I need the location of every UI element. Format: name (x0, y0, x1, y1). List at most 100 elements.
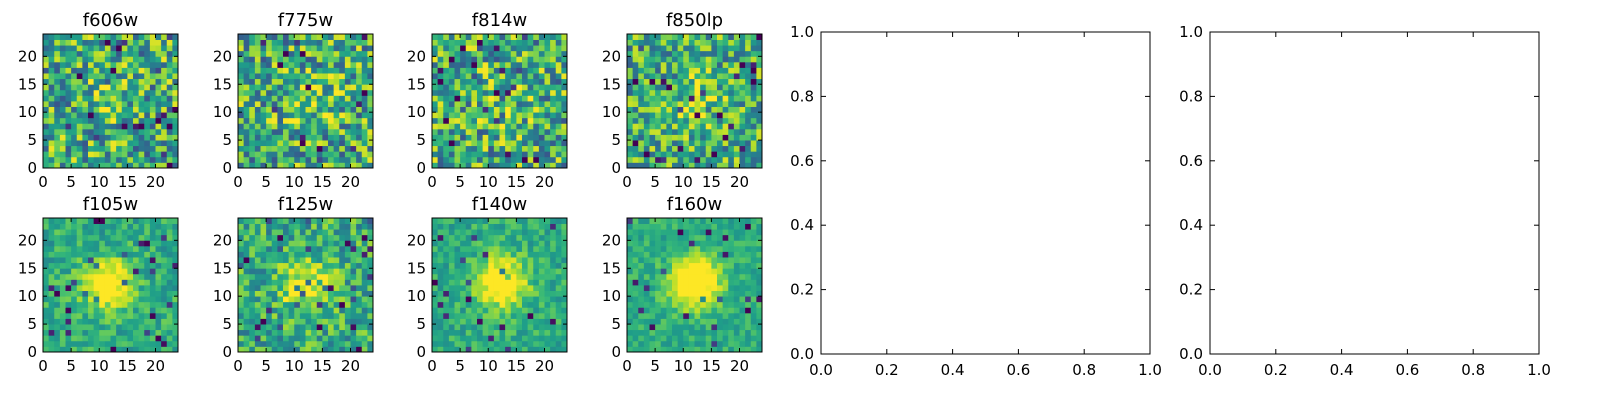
heatmap-cell (493, 245, 500, 252)
x-tick-label: 20 (341, 173, 360, 191)
heatmap-cell (138, 101, 145, 107)
heatmap-cell (728, 95, 735, 102)
heatmap-cell (728, 61, 735, 68)
heatmap-cell (121, 340, 128, 347)
heatmap-cell (133, 156, 140, 163)
heatmap-cell (643, 296, 650, 303)
heatmap-cell (305, 312, 312, 319)
heatmap-cell (683, 301, 690, 308)
heatmap-cell (127, 279, 134, 286)
heatmap-cell (127, 95, 134, 102)
heatmap-cell (666, 318, 673, 325)
heatmap-cell (76, 67, 83, 74)
heatmap-cell (116, 251, 123, 258)
heatmap-cell (288, 251, 295, 258)
heatmap-cell (700, 273, 707, 280)
heatmap-cell (745, 73, 752, 80)
heatmap-cell (260, 145, 267, 152)
heatmap-cell (127, 50, 134, 57)
heatmap-cell (432, 262, 439, 269)
heatmap-cell (660, 50, 667, 57)
heatmap-cell (260, 240, 267, 247)
heatmap-cell (104, 117, 111, 124)
panel-title: f125w (278, 194, 333, 215)
heatmap-cell (432, 145, 439, 152)
heatmap-cell (339, 318, 346, 325)
heatmap-cell (544, 61, 551, 68)
heatmap-cell (121, 145, 128, 152)
heatmap-cell (254, 128, 261, 135)
heatmap-cell (71, 318, 78, 325)
heatmap-cell (93, 229, 100, 236)
heatmap-cell (643, 245, 650, 252)
heatmap-cell (277, 112, 284, 119)
heatmap-cell (454, 257, 461, 264)
y-tick-label: 20 (213, 231, 232, 249)
heatmap-cell (638, 285, 645, 291)
heatmap-cell (249, 123, 256, 130)
heatmap-cell (550, 151, 557, 158)
heatmap-cell (59, 346, 66, 353)
heatmap-cell (555, 34, 562, 40)
heatmap-cell (71, 245, 78, 252)
heatmap-cell (322, 312, 329, 319)
heatmap-cell (138, 312, 145, 319)
heatmap-cell (728, 39, 735, 46)
heatmap-cell (350, 301, 357, 308)
heatmap-cell (311, 296, 318, 303)
heatmap-cell (555, 296, 562, 303)
heatmap-cell (266, 340, 273, 347)
heatmap-cell (238, 285, 245, 291)
heatmap-cell (277, 335, 284, 342)
heatmap-cell (133, 346, 140, 353)
heatmap-cell (745, 34, 752, 40)
heatmap-cell (367, 67, 374, 74)
heatmap-cell (705, 296, 712, 303)
heatmap-cell (344, 257, 351, 264)
heatmap-cell (711, 95, 718, 102)
heatmap-cell (88, 329, 95, 336)
y-tick-label: 20 (407, 231, 426, 249)
heatmap-cell (643, 117, 650, 124)
heatmap-cell (305, 106, 312, 113)
heatmap-cell (127, 162, 134, 169)
heatmap-cell (555, 307, 562, 314)
heatmap-cell (733, 307, 740, 314)
heatmap-cell (499, 34, 506, 40)
heatmap-cell (166, 335, 173, 342)
heatmap-cell (516, 262, 523, 269)
heatmap-cell (127, 218, 134, 224)
heatmap-cell (243, 140, 250, 147)
heatmap-cell (356, 240, 363, 247)
heatmap-cell (305, 112, 312, 119)
y-tick-label: 15 (18, 75, 37, 93)
heatmap-cell (561, 251, 568, 258)
heatmap-cell (694, 268, 701, 275)
heatmap-cell (510, 84, 517, 91)
heatmap-cell (260, 324, 267, 331)
heatmap-cell (305, 346, 312, 353)
heatmap-cell (271, 324, 278, 331)
heatmap-cell (660, 34, 667, 40)
heatmap-cell (728, 234, 735, 241)
heatmap-cell (471, 145, 478, 152)
heatmap-cell (82, 34, 89, 40)
heatmap-cell (700, 145, 707, 152)
heatmap-cell (533, 73, 540, 80)
heatmap-cell (717, 335, 724, 342)
heatmap-cell (499, 73, 506, 80)
heatmap-cell (59, 251, 66, 258)
heatmap-cell (561, 73, 568, 80)
heatmap-cell (533, 329, 540, 336)
heatmap-cell (722, 106, 729, 113)
heatmap-cell (54, 151, 61, 158)
heatmap-cell (76, 346, 83, 353)
heatmap-cell (283, 251, 290, 258)
heatmap-cell (493, 61, 500, 68)
heatmap-cell (172, 335, 179, 342)
heatmap-cell (59, 245, 66, 252)
heatmap-cell (59, 50, 66, 57)
heatmap-cell (750, 251, 757, 258)
x-tick-label: 20 (146, 357, 165, 375)
heatmap-cell (499, 312, 506, 319)
